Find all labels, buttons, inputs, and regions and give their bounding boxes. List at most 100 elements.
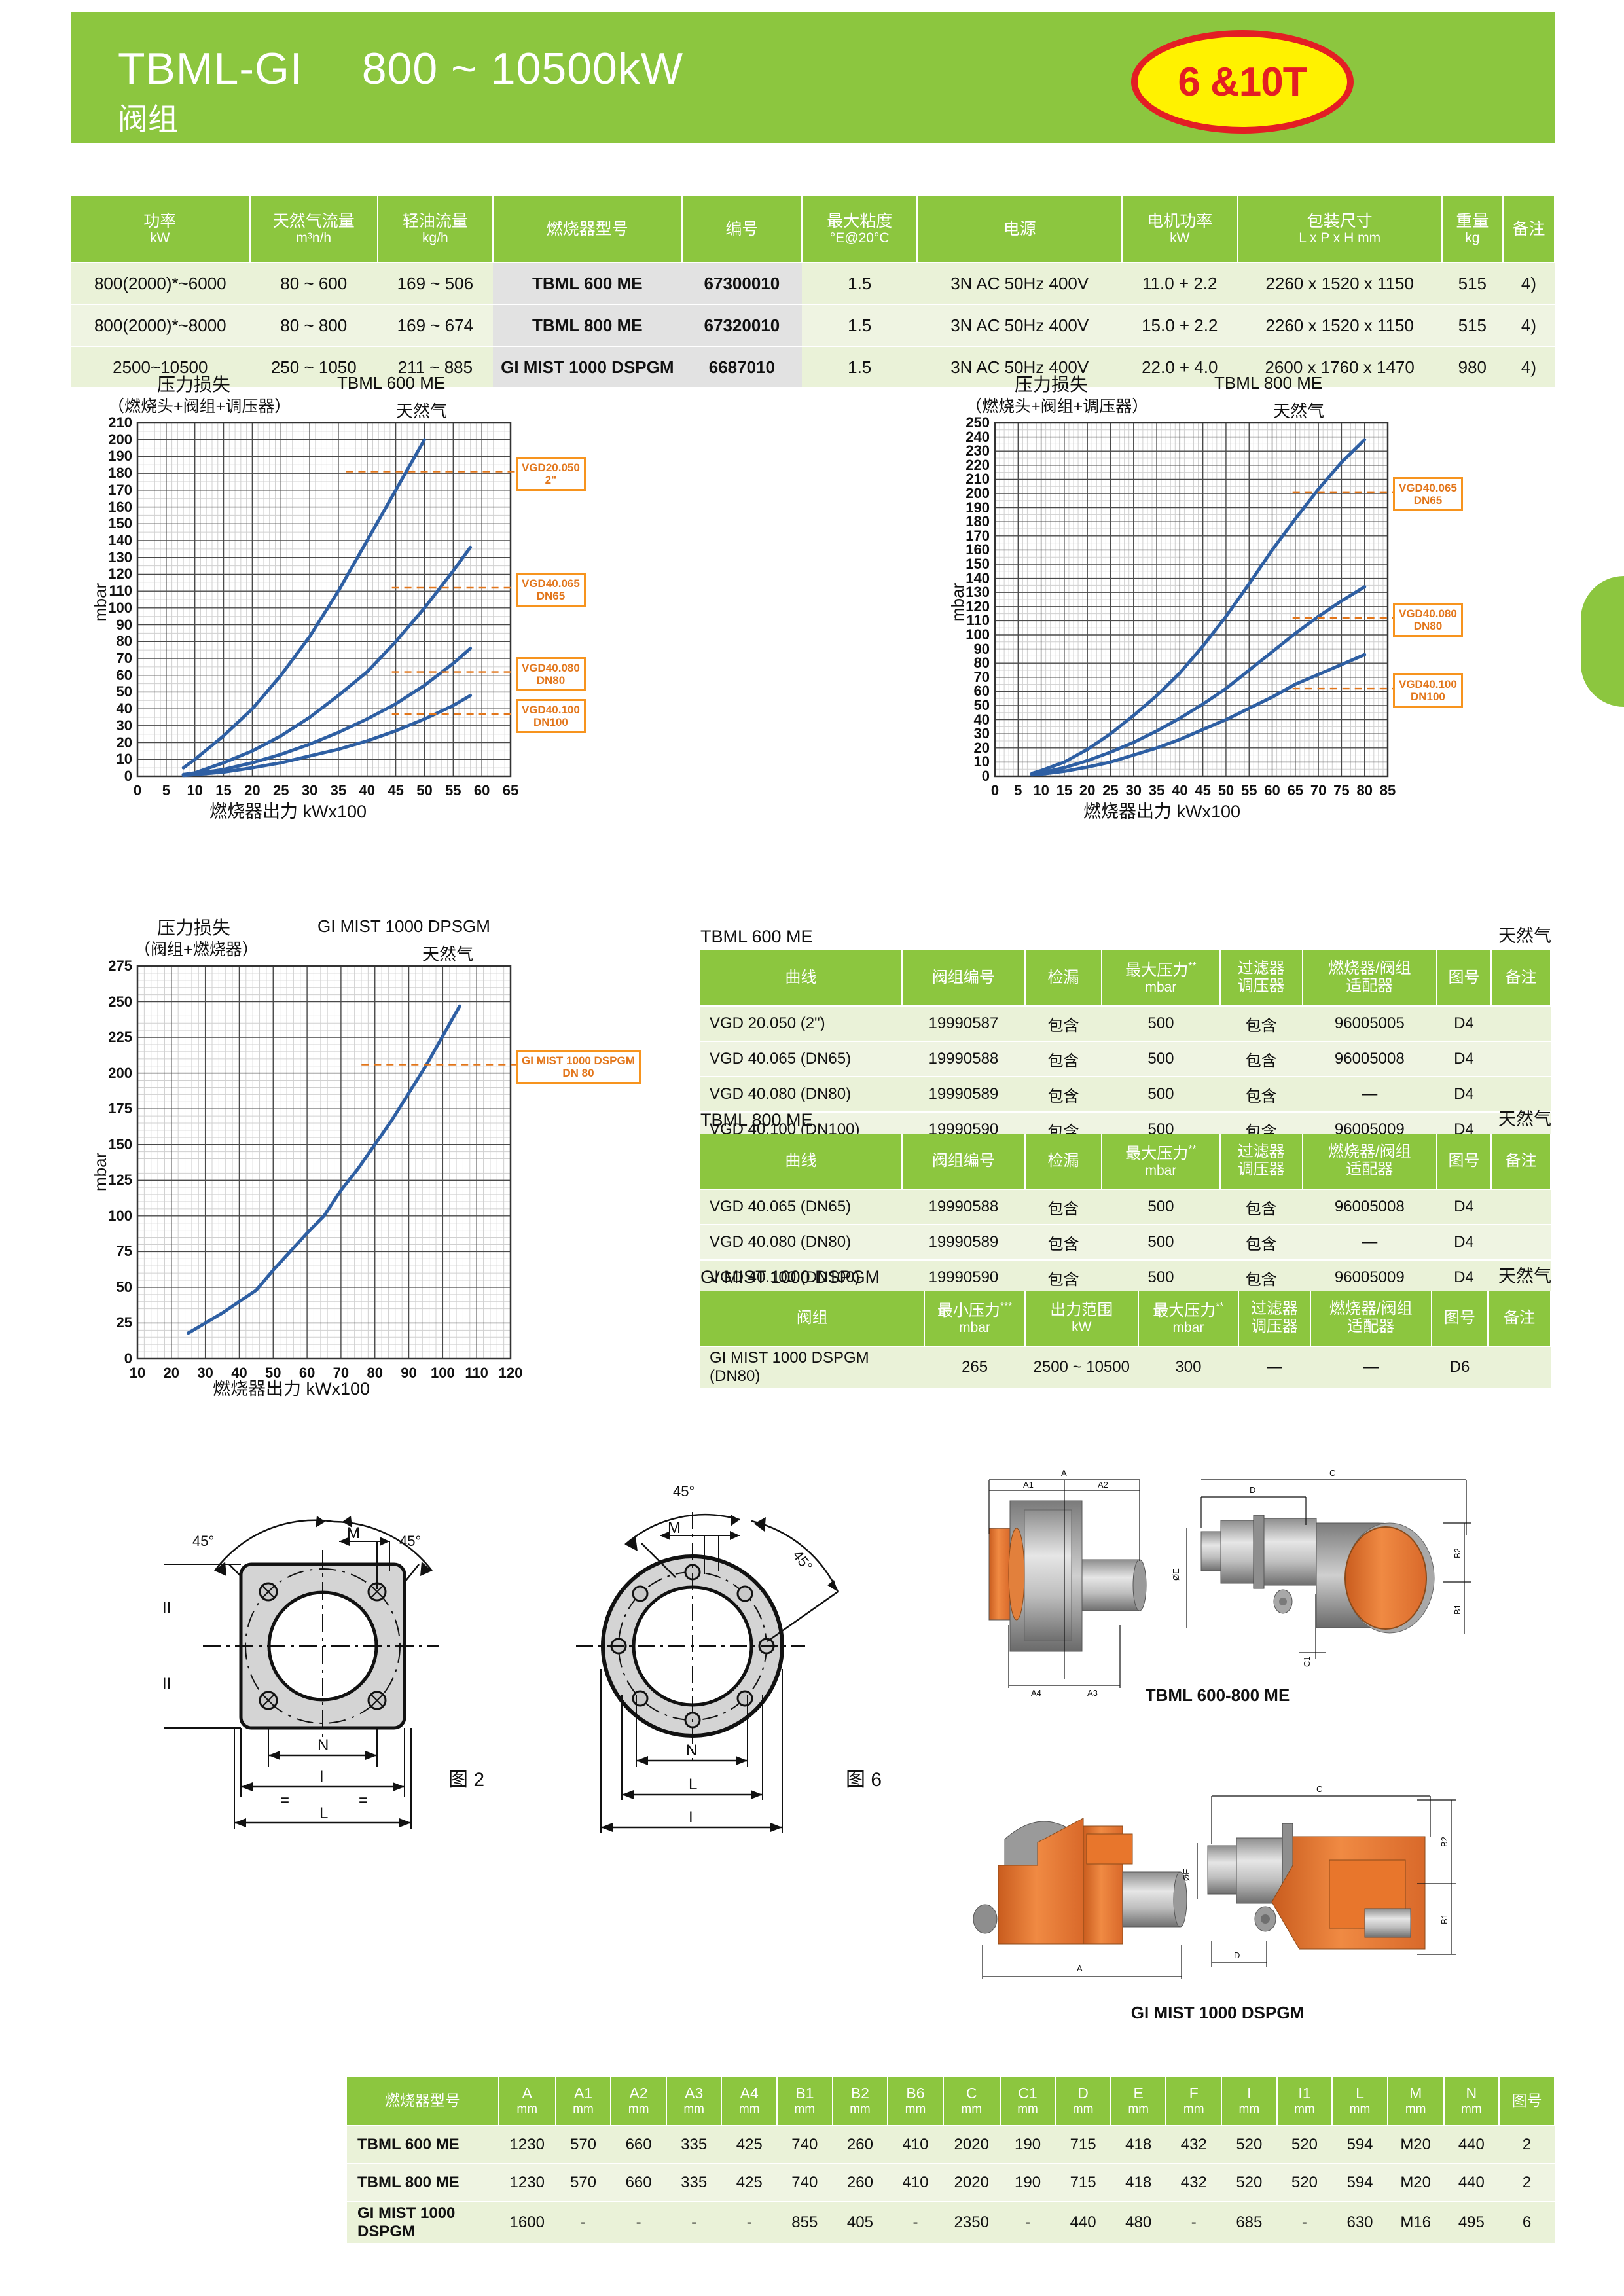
x-tick: 5 (1014, 782, 1022, 798)
table-cell: 2 (1499, 2126, 1555, 2164)
chart-tbml-600-me: 压力损失 （燃烧头+阀组+调压器） TBML 600 ME 天然气 mbar 燃… (85, 373, 609, 831)
svg-text:=: = (280, 1791, 289, 1809)
col-header-检漏: 检漏 (1025, 950, 1103, 1007)
drawing-fig6: 45° 45° M N L I 图 6 (576, 1473, 982, 1944)
table-row: TBML 600 ME 1230 570 660 335 425 740 260 410 2020… (347, 2126, 1555, 2164)
table-cell: 425 (721, 2126, 778, 2164)
y-tick: 90 (116, 616, 132, 633)
table-cell: 169 ~ 506 (377, 262, 493, 305)
valve-table-gimist: 阀组 最小压力*** mbar 出力范围 kW 最大压力** mbar 过滤器 调压器 燃烧器/阀… (700, 1291, 1551, 1389)
table-cell: 1600 (498, 2202, 556, 2244)
y-tick: 110 (966, 612, 990, 629)
chart-600-xlabel: 燃烧器出力 kWx100 (209, 802, 367, 821)
callout-DN65: VGD40.065 DN65 (516, 573, 586, 607)
table-cell: 594 (1332, 2126, 1388, 2164)
col-header-备注: 备注 (1490, 950, 1552, 1007)
x-tick: 10 (187, 782, 203, 798)
svg-text:M: M (347, 1524, 360, 1542)
col-header-电机功率: 电机功率 kW (1121, 196, 1238, 263)
y-tick: 250 (965, 414, 990, 431)
table-cell (1490, 1006, 1551, 1042)
chart-800-model: TBML 800 ME (1214, 373, 1323, 393)
x-tick: 70 (333, 1365, 350, 1381)
table-row: VGD 40.065 (DN65) 19990588 包含 500 包含 96005008… (700, 1189, 1551, 1225)
svg-text:D: D (1250, 1485, 1255, 1495)
y-tick: 210 (108, 414, 132, 431)
svg-text:L: L (689, 1776, 697, 1793)
y-tick: 60 (973, 683, 990, 700)
table-cell: 570 (555, 2164, 611, 2202)
svg-text:=: = (359, 1791, 368, 1809)
table-cell: 4) (1502, 262, 1555, 305)
x-tick: 60 (298, 1365, 316, 1381)
x-tick: 0 (990, 782, 1000, 798)
y-tick: 80 (973, 655, 990, 672)
x-tick: 110 (465, 1365, 488, 1381)
fig2-svg: 45° 45° M N I L II II = = (162, 1516, 439, 1829)
table-cell: 432 (1166, 2164, 1222, 2202)
table-cell: 425 (721, 2164, 778, 2202)
col-header-B6: B6 mm (888, 2077, 944, 2126)
y-tick: 120 (108, 565, 132, 583)
curve-3 (181, 694, 473, 778)
y-tick: 50 (973, 697, 990, 713)
x-tick: 45 (388, 782, 404, 798)
chart-gimist-model: GI MIST 1000 DPSGM (317, 916, 490, 936)
table-cell: 300 (1138, 1346, 1239, 1389)
table-cell: 2600 x 1760 x 1470 (1237, 346, 1442, 389)
product-drawing-tbml: A A1 A2 A4 A3 C D ØE B2 B1 C1 TBML 600-800 … (959, 1463, 1476, 1725)
col-header-图号: 图号 (1431, 1291, 1489, 1347)
table-cell: - (666, 2202, 722, 2244)
table-cell: VGD 40.065 (DN65) (700, 1189, 902, 1225)
col-header-最大压力: 最大压力** mbar (1102, 1134, 1221, 1190)
table-cell: 520 (1276, 2164, 1333, 2202)
col-header-阀组: 阀组 (700, 1291, 926, 1347)
svg-text:45°: 45° (399, 1533, 421, 1549)
x-tick: 100 (431, 1365, 455, 1381)
table-cell: 包含 (1025, 1006, 1102, 1042)
y-tick: 120 (965, 598, 990, 615)
y-tick: 130 (108, 548, 132, 565)
table-cell: 67300010 (681, 262, 802, 305)
y-tick: 110 (109, 583, 133, 600)
svg-text:D: D (1234, 1950, 1240, 1960)
x-tick: 25 (272, 782, 289, 798)
table-cell: 500 (1102, 1041, 1220, 1077)
table-cell: 19990590 (901, 1260, 1025, 1296)
table-cell: 1.5 (801, 346, 918, 389)
table-cell: 495 (1443, 2202, 1500, 2244)
y-tick: 75 (116, 1243, 132, 1260)
table-cell: 418 (1110, 2164, 1166, 2202)
y-tick: 60 (116, 666, 132, 683)
table-cell: 740 (777, 2164, 833, 2202)
x-tick: 45 (1195, 782, 1211, 798)
callout-DN65: VGD40.065 DN65 (1393, 476, 1463, 511)
specification-table: 功率 kW 天然气流量 m³n/h 轻油流量 kg/h 燃烧器型号 编号 最大粘度 °E@20°C… (71, 196, 1556, 389)
x-tick: 65 (502, 782, 519, 798)
x-tick: 85 (1379, 782, 1396, 798)
table-cell: 包含 (1025, 1041, 1102, 1077)
chart-600-model: TBML 600 ME (337, 373, 446, 393)
table-cell: GI MIST 1000 DSPGM (DN80) (700, 1346, 925, 1389)
curve-0 (181, 438, 426, 770)
col-header-最大压力: 最大压力** mbar (1138, 1291, 1240, 1347)
y-tick: 130 (965, 584, 990, 601)
svg-text:N: N (317, 1736, 329, 1754)
valve-table-tbml800: 曲线 阀组编号 检漏 最大压力** mbar 过滤器 调压器 燃烧器/阀组 适配器 图号 备注 VG… (700, 1134, 1552, 1296)
col-header-包装尺寸: 包装尺寸 L x P x H mm (1237, 196, 1443, 263)
y-tick: 70 (116, 650, 132, 666)
table-cell: - (1166, 2202, 1222, 2244)
table-cell: 包含 (1219, 1077, 1303, 1113)
col-header-C1: C1 mm (1000, 2077, 1056, 2126)
table-cell: 2350 (943, 2202, 1000, 2244)
y-tick: 0 (124, 1350, 132, 1367)
col-header-功率: 功率 kW (71, 196, 251, 263)
col-header-图号: 图号 (1437, 1134, 1492, 1190)
table-cell: 432 (1166, 2126, 1222, 2164)
curve-0 (187, 1004, 461, 1335)
table-cell: GI MIST 1000 DSPGM (347, 2202, 499, 2244)
svg-text:C: C (1329, 1468, 1335, 1478)
